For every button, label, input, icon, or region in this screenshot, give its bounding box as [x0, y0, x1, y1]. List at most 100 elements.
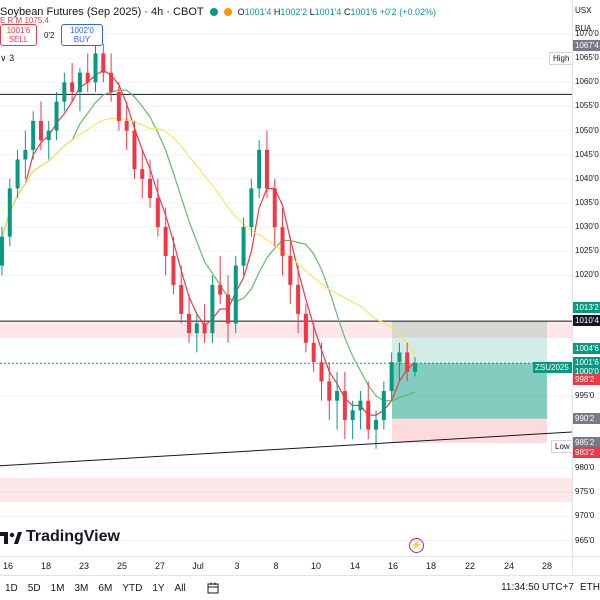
- currency-button[interactable]: USX: [575, 6, 592, 15]
- candle-body: [187, 313, 192, 334]
- time-tick-label: 18: [425, 561, 437, 571]
- price-badge: 985'2: [573, 436, 600, 448]
- time-tick-label: 10: [310, 561, 322, 571]
- range-button-6m[interactable]: 6M: [98, 582, 113, 594]
- price-tick-label: 1020'0: [575, 270, 599, 280]
- price-tick-label: 1065'0: [575, 53, 599, 63]
- time-tick-label: Jul: [192, 561, 204, 571]
- candle: [311, 323, 316, 372]
- buy-label: BUY: [73, 35, 91, 44]
- candle: [210, 275, 215, 343]
- high-tag: High: [549, 52, 572, 65]
- candle-body: [319, 362, 324, 382]
- price-tick-label: 1030'0: [575, 222, 599, 232]
- range-button-1m[interactable]: 1M: [50, 582, 65, 594]
- candle: [62, 72, 67, 112]
- low-tag: Low: [551, 440, 572, 453]
- candle-body: [194, 323, 199, 334]
- candle: [23, 130, 28, 179]
- range-button-1y[interactable]: 1Y: [152, 582, 165, 594]
- candle-body: [148, 178, 153, 199]
- candle: [218, 255, 223, 305]
- candle: [0, 227, 4, 276]
- chart-pane[interactable]: Soybean Futures (Sep 2025) · 4h · CBOT O…: [0, 0, 572, 575]
- price-tick-label: 1055'0: [575, 101, 599, 111]
- symbol-legend[interactable]: Soybean Futures (Sep 2025) · 4h · CBOT O…: [0, 4, 440, 20]
- range-button-5d[interactable]: 5D: [27, 582, 41, 594]
- candle-body: [7, 188, 12, 237]
- price-tick-label: 1060'0: [575, 77, 599, 87]
- price-tick-label: 1035'0: [575, 197, 599, 207]
- candle-body: [257, 149, 262, 189]
- sell-button[interactable]: 1001'6 SELL: [0, 24, 37, 46]
- candle-body: [327, 381, 332, 401]
- candle-body: [397, 352, 402, 363]
- calendar-icon[interactable]: [207, 582, 219, 594]
- buy-price: 1002'0: [70, 26, 94, 35]
- time-axis[interactable]: 16 18 23 25 27 Jul 3 8 10 14 16 18 22 24 28: [0, 556, 600, 575]
- candle: [335, 371, 340, 430]
- candle: [350, 400, 355, 440]
- price-tick-label: 1025'0: [575, 246, 599, 256]
- candle: [101, 43, 106, 83]
- range-button-ytd[interactable]: YTD: [122, 582, 143, 594]
- price-axis[interactable]: USX BUA 1070'0 1065'0 1060'0 1055'0 1050'0 10…: [572, 0, 600, 575]
- candle-body: [171, 255, 176, 285]
- candle-body: [23, 149, 28, 160]
- candle-body: [264, 149, 269, 189]
- candle: [288, 236, 293, 305]
- buy-button[interactable]: 1002'0 BUY: [61, 24, 103, 46]
- session-button[interactable]: ETH: [580, 582, 600, 593]
- candle-body: [358, 400, 363, 411]
- price-chart[interactable]: [0, 0, 572, 575]
- candle-body: [155, 198, 160, 228]
- range-button-1d[interactable]: 1D: [5, 582, 18, 594]
- candle: [397, 342, 402, 382]
- tradingview-logo-icon: [0, 532, 22, 544]
- candle: [249, 178, 254, 237]
- time-tick-label: 25: [116, 561, 128, 571]
- symbol-title[interactable]: Soybean Futures (Sep 2025) · 4h · CBOT: [0, 6, 204, 18]
- candle: [46, 120, 51, 160]
- lightning-event-icon[interactable]: ⚡: [409, 538, 424, 553]
- time-tick-label: 22: [464, 561, 476, 571]
- time-tick-label: 27: [154, 561, 166, 571]
- tradingview-wordmark: TradingView: [26, 528, 120, 545]
- candle-body: [93, 53, 98, 83]
- clock[interactable]: 11:34:50 UTC+7: [501, 582, 574, 593]
- support-zone: [0, 477, 572, 502]
- candle: [132, 120, 137, 179]
- candle-body: [335, 391, 340, 401]
- ma-legend-label: E R M 1075.4: [0, 16, 49, 25]
- candle: [264, 130, 269, 199]
- price-badge: 1004'6: [573, 342, 600, 354]
- time-tick-label: 23: [78, 561, 90, 571]
- profit-zone-filled: [392, 363, 547, 419]
- tradingview-watermark[interactable]: TradingView: [0, 528, 120, 546]
- candle: [77, 67, 82, 112]
- bottom-toolbar: 1D 5D 1M 3M 6M YTD 1Y All 11:34:50 UTC+7 ETH: [0, 575, 600, 600]
- price-tick-label: 1045'0: [575, 149, 599, 159]
- candle: [202, 304, 207, 343]
- indicators-toggle[interactable]: ∨ 3: [0, 53, 15, 63]
- candle-body: [280, 227, 285, 256]
- candle-body: [413, 363, 417, 372]
- candle: [70, 63, 75, 102]
- data-status-icon: [223, 8, 232, 16]
- candle-body: [405, 352, 410, 372]
- sell-label: SELL: [8, 35, 29, 44]
- candle: [116, 82, 121, 131]
- candle-body: [31, 120, 36, 150]
- candle: [327, 362, 332, 420]
- resistance-zone: [0, 321, 572, 338]
- range-button-3m[interactable]: 3M: [74, 582, 89, 594]
- range-button-all[interactable]: All: [174, 582, 186, 594]
- candle: [233, 255, 238, 334]
- candle-body: [272, 188, 277, 228]
- candle-body: [288, 255, 293, 285]
- candle: [38, 101, 43, 150]
- time-tick-label: 14: [349, 561, 361, 571]
- time-tick-label: 3: [234, 561, 240, 571]
- candle-body: [179, 284, 184, 314]
- candle: [15, 149, 20, 199]
